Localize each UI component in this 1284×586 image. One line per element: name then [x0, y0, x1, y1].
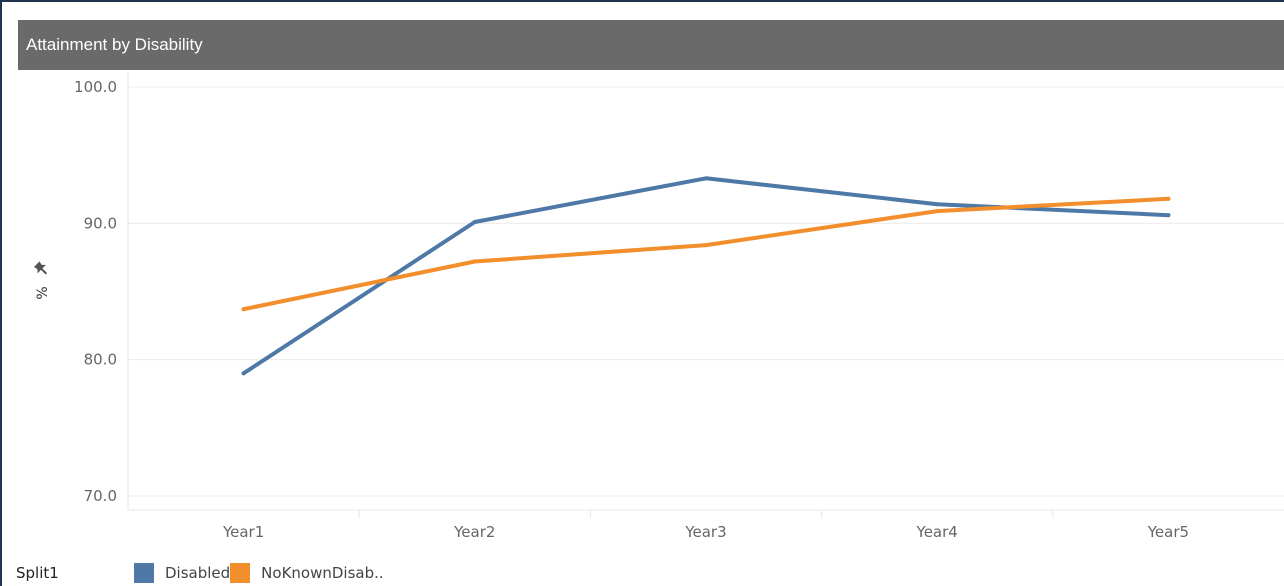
- y-tick-label-1: 90.0: [84, 214, 117, 232]
- legend-swatch-disabled: [134, 563, 154, 583]
- data-point-noknowndisab-year4[interactable]: [935, 209, 940, 214]
- x-tick-label-year4: Year4: [916, 523, 958, 541]
- legend-title: Split1: [16, 564, 59, 582]
- legend-label-noknowndisab: NoKnownDisab..: [261, 564, 384, 582]
- y-tick-label-2: 80.0: [84, 351, 117, 369]
- y-axis-title: %: [35, 286, 51, 299]
- x-axis-ticks: Year1 Year2 Year3 Year4 Year5: [222, 523, 1189, 541]
- legend-item-noknowndisab[interactable]: NoKnownDisab..: [230, 563, 384, 583]
- data-point-noknowndisab-year3[interactable]: [704, 243, 708, 248]
- x-tick-label-year3: Year3: [684, 523, 726, 541]
- data-point-noknowndisab-year1[interactable]: [241, 307, 246, 312]
- legend-item-disabled[interactable]: Disabled: [134, 563, 230, 583]
- gridlines: [127, 72, 1284, 518]
- series-lines: [241, 176, 1171, 376]
- data-point-disabled-year5[interactable]: [1166, 213, 1171, 218]
- x-tick-label-year1: Year1: [222, 523, 264, 541]
- series-line-noknowndisab[interactable]: [241, 196, 1171, 312]
- data-point-disabled-year4[interactable]: [935, 202, 940, 207]
- pin-icon[interactable]: [33, 260, 51, 278]
- y-tick-label-0: 100.0: [74, 78, 117, 96]
- data-point-disabled-year3[interactable]: [704, 176, 708, 181]
- data-point-disabled-year2[interactable]: [472, 219, 477, 224]
- chart-title: Attainment by Disability: [26, 35, 203, 54]
- data-point-noknowndisab-year5[interactable]: [1166, 196, 1171, 201]
- chart-title-bar: Attainment by Disability: [18, 20, 1284, 70]
- data-point-noknowndisab-year2[interactable]: [472, 259, 477, 264]
- data-point-disabled-year1[interactable]: [241, 371, 246, 376]
- legend-swatch-noknowndisab: [230, 563, 251, 583]
- x-tick-label-year5: Year5: [1147, 523, 1189, 541]
- legend-label-disabled: Disabled: [165, 564, 231, 582]
- x-tick-label-year2: Year2: [453, 523, 495, 541]
- y-tick-label-3: 70.0: [84, 487, 117, 505]
- y-axis-ticks: 100.0 90.0 80.0 70.0: [74, 78, 117, 505]
- y-axis-title-group: %: [33, 260, 51, 300]
- legend: Split1 Disabled NoKnownDisab..: [16, 562, 384, 584]
